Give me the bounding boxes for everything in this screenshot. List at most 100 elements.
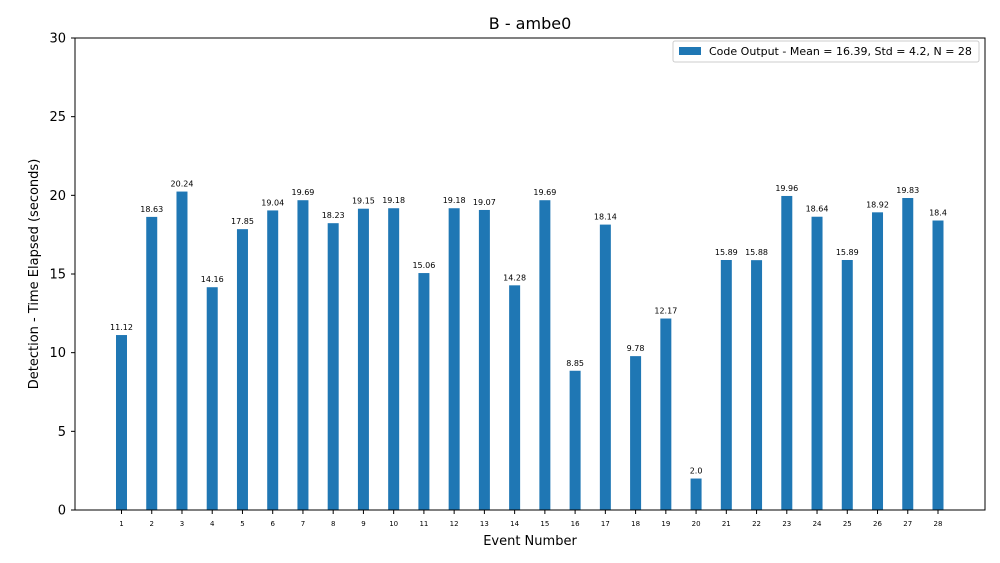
bar <box>509 285 521 510</box>
bar-value-label: 18.64 <box>806 205 829 214</box>
x-tick-label: 28 <box>934 520 943 528</box>
bar <box>388 208 400 510</box>
x-tick-label: 13 <box>480 520 489 528</box>
bar-value-label: 17.85 <box>231 217 254 226</box>
bar-value-label: 18.4 <box>929 209 947 218</box>
y-tick-label: 30 <box>49 32 66 47</box>
legend: Code Output - Mean = 16.39, Std = 4.2, N… <box>672 40 980 63</box>
plot-frame <box>74 37 986 511</box>
x-tick-label: 12 <box>450 520 459 528</box>
bar-value-label: 19.04 <box>261 198 284 207</box>
y-tick-label: 25 <box>49 110 66 125</box>
x-tick-label: 10 <box>389 520 398 528</box>
bar-value-label: 19.69 <box>533 188 556 197</box>
bar <box>206 287 218 510</box>
x-tick-label: 20 <box>692 520 701 528</box>
bar <box>932 220 944 511</box>
x-tick-label: 19 <box>661 520 670 528</box>
x-tick-label: 6 <box>270 520 275 528</box>
bar-value-label: 11.12 <box>110 323 133 332</box>
bar <box>781 195 793 511</box>
bar <box>690 478 702 510</box>
bar-value-label: 14.16 <box>201 275 224 284</box>
bar <box>630 356 642 510</box>
plot-area: 0 5 10 15 20 25 30 11.12 1 18.63 2 20.24 3 14.16 4 17.8… <box>49 32 946 529</box>
bar-value-label: 12.17 <box>654 307 677 316</box>
bar-value-label: 19.69 <box>291 188 314 197</box>
x-tick-label: 16 <box>571 520 580 528</box>
bar-value-label: 19.07 <box>473 198 496 207</box>
chart-title: B - ambe0 <box>489 14 572 33</box>
x-tick-label: 24 <box>813 520 822 528</box>
bar <box>267 210 279 511</box>
bar-value-label: 19.15 <box>352 197 375 206</box>
bar <box>751 260 763 510</box>
x-tick-label: 27 <box>903 520 912 528</box>
x-tick-label: 17 <box>601 520 610 528</box>
bar-value-label: 19.96 <box>775 184 798 193</box>
x-tick-label: 9 <box>361 520 365 528</box>
x-tick-label: 26 <box>873 520 882 528</box>
y-tick-label: 20 <box>49 189 66 204</box>
y-tick-label: 0 <box>58 504 66 519</box>
bar-value-label: 15.89 <box>715 248 738 257</box>
bar <box>327 223 339 510</box>
bar-value-label: 15.06 <box>412 261 435 270</box>
bar <box>872 212 884 511</box>
bar <box>297 200 309 510</box>
bar-value-label: 18.63 <box>140 205 163 214</box>
y-tick-label: 15 <box>49 268 66 283</box>
legend-box <box>672 40 980 63</box>
x-tick-label: 4 <box>210 520 215 528</box>
x-tick-label: 7 <box>301 520 305 528</box>
x-tick-label: 25 <box>843 520 852 528</box>
bar-value-label: 18.14 <box>594 213 617 222</box>
bar-value-label: 19.18 <box>382 196 405 205</box>
bar-value-label: 18.92 <box>866 200 889 209</box>
bar <box>478 209 490 510</box>
bar <box>811 216 823 511</box>
bar-value-label: 20.24 <box>171 180 194 189</box>
bar-value-label: 18.23 <box>322 211 345 220</box>
x-tick-label: 23 <box>782 520 791 528</box>
bar-value-label: 15.89 <box>836 248 859 257</box>
x-tick-label: 18 <box>631 520 640 528</box>
bar <box>146 216 158 510</box>
x-tick-label: 3 <box>180 520 184 528</box>
x-tick-label: 22 <box>752 520 761 528</box>
y-axis-label: Detection - Time Elapsed (seconds) <box>27 159 42 390</box>
bar-value-label: 2.0 <box>690 467 703 476</box>
bar <box>448 208 460 510</box>
y-tick-label: 5 <box>58 425 66 440</box>
x-tick-label: 1 <box>119 520 123 528</box>
bar <box>539 200 551 510</box>
bar <box>176 191 188 511</box>
x-tick-label: 2 <box>150 520 154 528</box>
x-tick-label: 21 <box>722 520 731 528</box>
bar-value-label: 14.28 <box>503 273 526 282</box>
bar-value-label: 9.78 <box>627 344 645 353</box>
bar <box>357 208 369 510</box>
bar <box>236 229 248 510</box>
bar <box>720 259 732 510</box>
bar-value-label: 8.85 <box>566 359 584 368</box>
bar <box>902 198 914 510</box>
y-tick-label: 10 <box>49 346 66 361</box>
x-axis-label: Event Number <box>483 534 577 549</box>
x-tick-label: 8 <box>331 520 335 528</box>
bar-value-label: 19.18 <box>443 196 466 205</box>
x-tick-label: 11 <box>419 520 428 528</box>
bar <box>660 318 672 510</box>
bar-value-label: 15.88 <box>745 248 768 257</box>
bar <box>599 224 611 510</box>
bar-value-label: 19.83 <box>896 186 919 195</box>
bar <box>841 259 853 510</box>
bar <box>116 335 127 510</box>
legend-swatch <box>679 47 701 55</box>
x-tick-label: 15 <box>540 520 549 528</box>
x-tick-label: 5 <box>240 520 244 528</box>
bar <box>569 370 581 510</box>
bar <box>418 273 430 510</box>
x-tick-label: 14 <box>510 520 519 528</box>
